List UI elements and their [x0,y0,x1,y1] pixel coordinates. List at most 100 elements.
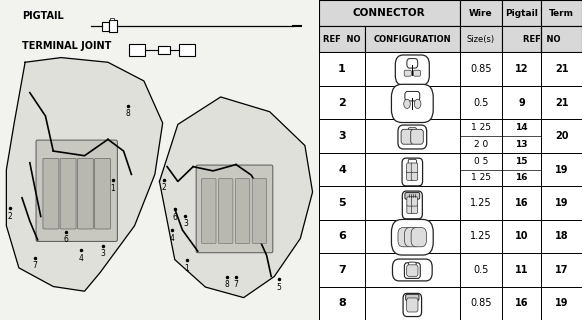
Text: 7: 7 [338,265,346,275]
Bar [365,220,460,253]
Text: 2: 2 [162,183,166,192]
Text: REF  NO: REF NO [323,35,361,44]
Bar [460,52,502,86]
Text: CONFIGURATION: CONFIGURATION [374,35,451,44]
FancyBboxPatch shape [408,128,417,133]
Text: 6: 6 [172,213,177,222]
Bar [319,287,365,320]
Bar [460,26,502,52]
Bar [541,86,582,119]
Text: 6: 6 [63,235,68,244]
FancyBboxPatch shape [392,220,433,255]
Bar [460,253,502,287]
FancyBboxPatch shape [252,179,267,243]
Bar [541,253,582,287]
Text: Pigtail: Pigtail [505,9,538,18]
Text: 6: 6 [338,231,346,241]
Bar [541,287,582,320]
Bar [365,186,460,220]
Text: REF  NO: REF NO [523,35,560,44]
Bar [541,52,582,86]
Text: 0.85: 0.85 [470,64,491,74]
Ellipse shape [414,99,421,108]
Bar [319,220,365,253]
FancyBboxPatch shape [407,204,413,213]
Polygon shape [159,97,313,298]
Text: CONNECTOR: CONNECTOR [353,8,425,18]
Text: 1.25: 1.25 [470,231,492,241]
Text: 7: 7 [233,280,239,289]
FancyBboxPatch shape [404,228,420,247]
Text: 3: 3 [183,219,188,228]
FancyBboxPatch shape [402,191,423,219]
FancyBboxPatch shape [60,158,76,229]
Text: 4: 4 [79,254,84,263]
Text: PIGTAIL: PIGTAIL [22,11,64,21]
Bar [365,119,460,153]
Text: 2 0: 2 0 [474,140,488,149]
Bar [541,26,582,52]
FancyBboxPatch shape [406,294,419,300]
Bar [460,186,502,220]
Bar [365,153,460,186]
FancyBboxPatch shape [398,125,427,149]
Bar [365,253,460,287]
Text: Size(s): Size(s) [467,35,495,44]
FancyBboxPatch shape [403,293,421,316]
Text: 16: 16 [514,298,528,308]
FancyBboxPatch shape [409,262,416,268]
Text: 1 25: 1 25 [471,123,491,132]
Text: 1: 1 [110,184,115,193]
Bar [502,119,541,153]
Bar [179,44,194,56]
Bar [102,22,109,31]
FancyBboxPatch shape [395,55,430,85]
FancyBboxPatch shape [411,204,417,213]
Bar [541,186,582,220]
Text: 5: 5 [276,283,281,292]
Bar [460,287,502,320]
Text: 2: 2 [338,98,346,108]
Text: 14: 14 [515,123,528,132]
FancyBboxPatch shape [77,158,93,229]
Text: 1: 1 [184,264,189,273]
Bar [110,18,114,20]
Text: 8: 8 [225,280,229,289]
FancyBboxPatch shape [408,159,417,165]
Bar [365,287,460,320]
Bar [365,52,460,86]
Text: 3: 3 [101,249,106,258]
FancyBboxPatch shape [407,171,413,180]
Text: 8: 8 [338,298,346,308]
Bar [460,153,502,186]
Bar [158,46,170,54]
Bar [502,287,541,320]
FancyBboxPatch shape [196,165,273,253]
Ellipse shape [404,99,410,108]
Text: 21: 21 [555,64,569,74]
Text: 19: 19 [555,164,569,174]
Text: 7: 7 [32,261,37,270]
Bar [502,186,541,220]
Text: 15: 15 [515,157,528,166]
Bar [460,220,502,253]
Text: 19: 19 [555,198,569,208]
Text: 11: 11 [514,265,528,275]
Polygon shape [6,58,162,291]
Bar [319,153,365,186]
FancyBboxPatch shape [407,265,418,276]
FancyBboxPatch shape [411,163,418,173]
Bar [319,186,365,220]
Bar [460,0,502,26]
FancyBboxPatch shape [409,229,416,235]
Text: 10: 10 [514,231,528,241]
Bar [541,119,582,153]
FancyBboxPatch shape [407,298,418,312]
Text: 4: 4 [169,234,174,243]
Bar [541,153,582,186]
FancyBboxPatch shape [407,197,413,206]
FancyBboxPatch shape [401,129,414,144]
FancyBboxPatch shape [404,263,420,278]
Bar [319,0,460,26]
FancyBboxPatch shape [94,158,111,229]
